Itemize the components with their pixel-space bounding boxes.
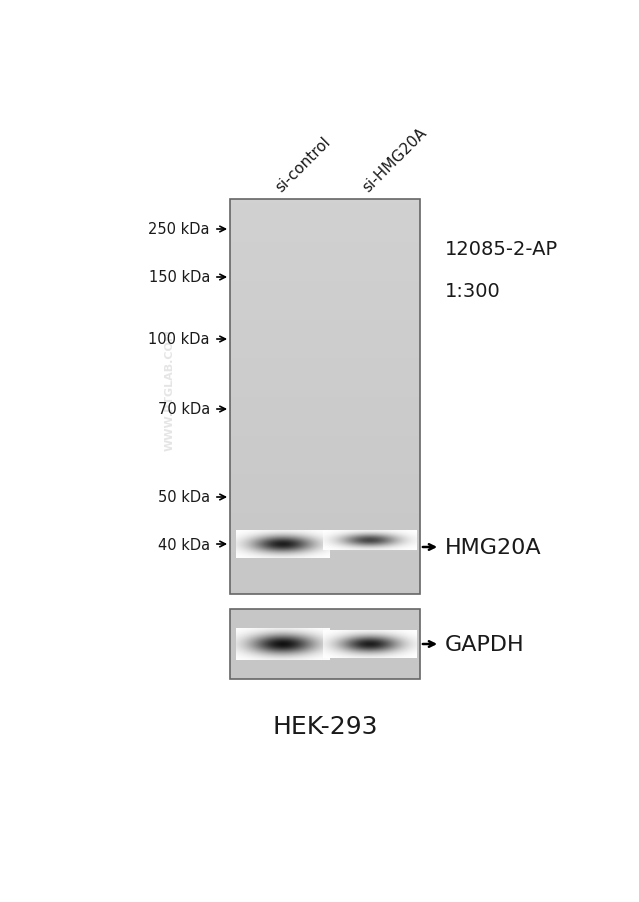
Text: 100 kDa: 100 kDa — [148, 332, 210, 347]
Text: HEK-293: HEK-293 — [272, 714, 378, 738]
Text: HMG20A: HMG20A — [445, 538, 542, 557]
Text: 12085-2-AP: 12085-2-AP — [445, 240, 558, 259]
Text: si-HMG20A: si-HMG20A — [359, 125, 429, 195]
Text: 70 kDa: 70 kDa — [158, 402, 210, 417]
Text: 40 kDa: 40 kDa — [158, 537, 210, 552]
Bar — [230, 199, 420, 594]
Text: 150 kDa: 150 kDa — [149, 271, 210, 285]
Bar — [230, 610, 420, 679]
Text: si-control: si-control — [272, 134, 333, 195]
Text: GAPDH: GAPDH — [445, 634, 525, 654]
Text: 50 kDa: 50 kDa — [158, 490, 210, 505]
Text: 250 kDa: 250 kDa — [148, 222, 210, 237]
Text: WWW.PTGLAB.COM: WWW.PTGLAB.COM — [165, 328, 175, 450]
Text: 1:300: 1:300 — [445, 281, 501, 300]
